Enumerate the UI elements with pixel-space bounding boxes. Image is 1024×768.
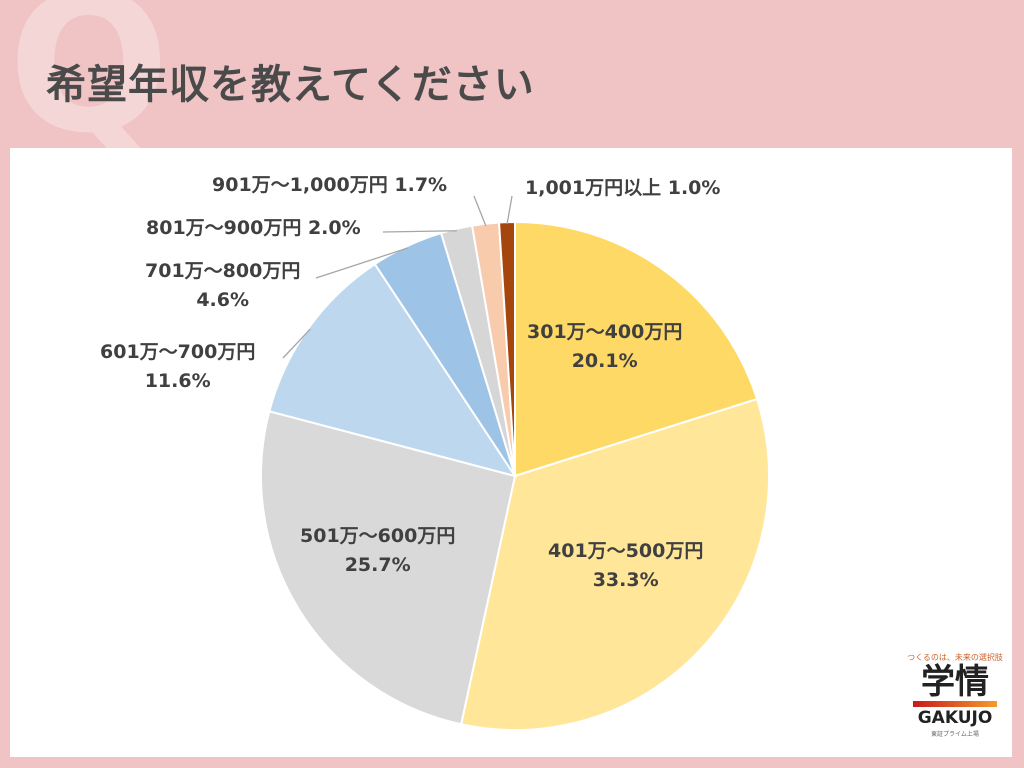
decorative-q-letter: Q bbox=[8, 0, 170, 175]
page-title: 希望年収を教えてください bbox=[46, 62, 535, 108]
pie-slice-0 bbox=[514, 220, 759, 478]
logo-tagline: つくるのは、未来の選択肢 bbox=[907, 653, 1003, 662]
label-901-1000: 901万～1,000万円 1.7% bbox=[212, 174, 448, 196]
logo-name-jp: 学情 bbox=[921, 662, 989, 702]
leader-line-6 bbox=[473, 195, 487, 226]
pie-slice-2 bbox=[260, 410, 517, 726]
leader-line-5 bbox=[382, 230, 457, 233]
label-301-400: 301万～400万円 20.1% bbox=[527, 321, 683, 372]
label-801-900: 801万～900万円 2.0% bbox=[146, 217, 361, 239]
pie-slice-3 bbox=[268, 262, 518, 478]
pie-slice-1 bbox=[459, 397, 770, 731]
leader-line-4 bbox=[315, 247, 408, 279]
logo-sub: 東証プライム上場 bbox=[931, 731, 979, 738]
logo-bar bbox=[913, 701, 997, 707]
leader-line-3 bbox=[282, 328, 311, 359]
logo-name-en: GAKUJO bbox=[917, 708, 993, 728]
label-601-700: 601万～700万円 11.6% bbox=[100, 341, 256, 392]
gakujo-logo: つくるのは、未来の選択肢 学情 GAKUJO 東証プライム上場 bbox=[905, 652, 1005, 738]
label-1001-plus: 1,001万円以上 1.0% bbox=[525, 177, 721, 199]
label-401-500: 401万～500万円 33.3% bbox=[548, 540, 704, 591]
label-701-800: 701万～800万円 4.6% bbox=[145, 260, 301, 311]
label-501-600: 501万～600万円 25.7% bbox=[300, 525, 456, 576]
leader-line-7 bbox=[506, 195, 513, 225]
